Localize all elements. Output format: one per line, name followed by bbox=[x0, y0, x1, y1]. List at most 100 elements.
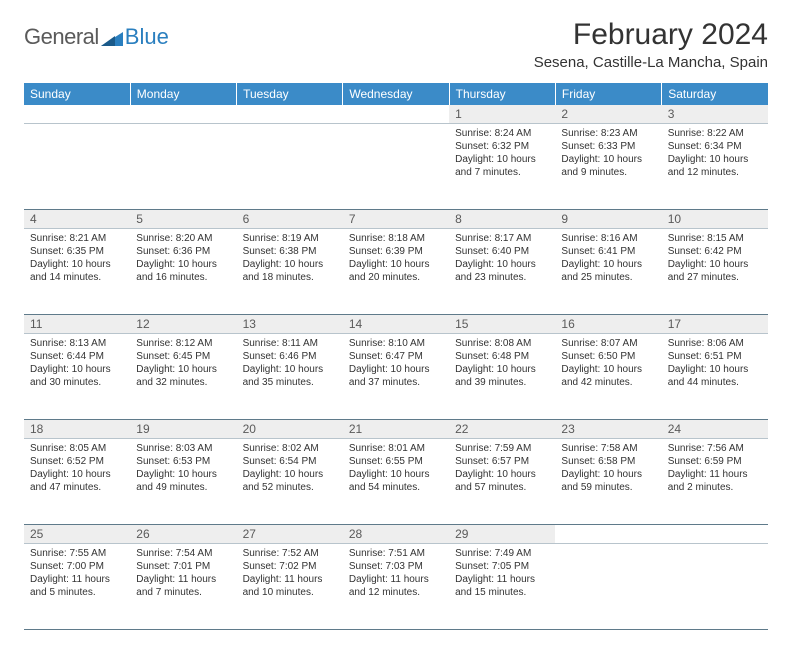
daylight-text: and 47 minutes. bbox=[30, 481, 124, 494]
daylight-text: Daylight: 10 hours bbox=[668, 153, 762, 166]
daylight-text: and 15 minutes. bbox=[455, 586, 549, 599]
daylight-text: Daylight: 11 hours bbox=[243, 573, 337, 586]
sunrise-text: Sunrise: 8:07 AM bbox=[561, 337, 655, 350]
daylight-text: and 35 minutes. bbox=[243, 376, 337, 389]
day-number-cell: 15 bbox=[449, 315, 555, 334]
day-content-cell: Sunrise: 7:54 AMSunset: 7:01 PMDaylight:… bbox=[130, 544, 236, 630]
brand-logo: General Blue bbox=[24, 18, 169, 50]
sunset-text: Sunset: 6:45 PM bbox=[136, 350, 230, 363]
daylight-text: Daylight: 10 hours bbox=[30, 258, 124, 271]
weekday-header: Monday bbox=[130, 83, 236, 105]
day-content-cell bbox=[237, 124, 343, 210]
sunset-text: Sunset: 6:38 PM bbox=[243, 245, 337, 258]
day-number-row: 45678910 bbox=[24, 210, 768, 229]
day-content-cell: Sunrise: 8:03 AMSunset: 6:53 PMDaylight:… bbox=[130, 439, 236, 525]
daylight-text: and 54 minutes. bbox=[349, 481, 443, 494]
logo-text-blue: Blue bbox=[125, 24, 169, 50]
daylight-text: and 32 minutes. bbox=[136, 376, 230, 389]
day-content-row: Sunrise: 7:55 AMSunset: 7:00 PMDaylight:… bbox=[24, 544, 768, 630]
daylight-text: and 7 minutes. bbox=[136, 586, 230, 599]
day-number-cell: 24 bbox=[662, 420, 768, 439]
day-number-cell: 9 bbox=[555, 210, 661, 229]
day-content-cell: Sunrise: 8:08 AMSunset: 6:48 PMDaylight:… bbox=[449, 334, 555, 420]
day-content-row: Sunrise: 8:24 AMSunset: 6:32 PMDaylight:… bbox=[24, 124, 768, 210]
day-content-cell: Sunrise: 8:18 AMSunset: 6:39 PMDaylight:… bbox=[343, 229, 449, 315]
daylight-text: and 23 minutes. bbox=[455, 271, 549, 284]
day-number-cell: 8 bbox=[449, 210, 555, 229]
day-number-row: 2526272829 bbox=[24, 525, 768, 544]
daylight-text: Daylight: 10 hours bbox=[243, 363, 337, 376]
day-number-cell: 26 bbox=[130, 525, 236, 544]
sunset-text: Sunset: 6:53 PM bbox=[136, 455, 230, 468]
weekday-header: Saturday bbox=[662, 83, 768, 105]
sunrise-text: Sunrise: 8:15 AM bbox=[668, 232, 762, 245]
daylight-text: Daylight: 10 hours bbox=[455, 363, 549, 376]
day-content-cell: Sunrise: 8:12 AMSunset: 6:45 PMDaylight:… bbox=[130, 334, 236, 420]
daylight-text: Daylight: 10 hours bbox=[243, 258, 337, 271]
daylight-text: Daylight: 10 hours bbox=[455, 468, 549, 481]
day-content-cell: Sunrise: 8:10 AMSunset: 6:47 PMDaylight:… bbox=[343, 334, 449, 420]
daylight-text: Daylight: 11 hours bbox=[455, 573, 549, 586]
day-number-cell: 28 bbox=[343, 525, 449, 544]
daylight-text: Daylight: 11 hours bbox=[30, 573, 124, 586]
day-number-cell: 25 bbox=[24, 525, 130, 544]
daylight-text: and 14 minutes. bbox=[30, 271, 124, 284]
day-content-cell: Sunrise: 8:06 AMSunset: 6:51 PMDaylight:… bbox=[662, 334, 768, 420]
day-number-cell bbox=[24, 105, 130, 124]
sunrise-text: Sunrise: 8:12 AM bbox=[136, 337, 230, 350]
sunset-text: Sunset: 6:34 PM bbox=[668, 140, 762, 153]
logo-text-general: General bbox=[24, 24, 99, 50]
sunset-text: Sunset: 6:44 PM bbox=[30, 350, 124, 363]
daylight-text: and 7 minutes. bbox=[455, 166, 549, 179]
daylight-text: Daylight: 10 hours bbox=[349, 258, 443, 271]
sunset-text: Sunset: 6:35 PM bbox=[30, 245, 124, 258]
day-content-cell: Sunrise: 7:56 AMSunset: 6:59 PMDaylight:… bbox=[662, 439, 768, 525]
day-number-cell: 13 bbox=[237, 315, 343, 334]
day-content-cell: Sunrise: 8:05 AMSunset: 6:52 PMDaylight:… bbox=[24, 439, 130, 525]
daylight-text: Daylight: 10 hours bbox=[349, 363, 443, 376]
day-number-cell: 22 bbox=[449, 420, 555, 439]
sunset-text: Sunset: 6:59 PM bbox=[668, 455, 762, 468]
daylight-text: and 5 minutes. bbox=[30, 586, 124, 599]
title-block: February 2024 Sesena, Castille-La Mancha… bbox=[534, 18, 768, 71]
day-content-cell bbox=[343, 124, 449, 210]
sunset-text: Sunset: 6:47 PM bbox=[349, 350, 443, 363]
sunrise-text: Sunrise: 8:13 AM bbox=[30, 337, 124, 350]
sunrise-text: Sunrise: 8:17 AM bbox=[455, 232, 549, 245]
sunset-text: Sunset: 7:03 PM bbox=[349, 560, 443, 573]
sunset-text: Sunset: 6:55 PM bbox=[349, 455, 443, 468]
daylight-text: Daylight: 11 hours bbox=[349, 573, 443, 586]
day-number-row: 11121314151617 bbox=[24, 315, 768, 334]
daylight-text: and 18 minutes. bbox=[243, 271, 337, 284]
daylight-text: Daylight: 10 hours bbox=[30, 468, 124, 481]
daylight-text: and 9 minutes. bbox=[561, 166, 655, 179]
sunrise-text: Sunrise: 8:05 AM bbox=[30, 442, 124, 455]
sunset-text: Sunset: 6:50 PM bbox=[561, 350, 655, 363]
weekday-header: Sunday bbox=[24, 83, 130, 105]
day-content-cell: Sunrise: 8:13 AMSunset: 6:44 PMDaylight:… bbox=[24, 334, 130, 420]
day-content-cell bbox=[130, 124, 236, 210]
day-content-row: Sunrise: 8:05 AMSunset: 6:52 PMDaylight:… bbox=[24, 439, 768, 525]
day-number-cell: 11 bbox=[24, 315, 130, 334]
sunset-text: Sunset: 7:00 PM bbox=[30, 560, 124, 573]
day-number-cell bbox=[130, 105, 236, 124]
daylight-text: and 20 minutes. bbox=[349, 271, 443, 284]
daylight-text: and 59 minutes. bbox=[561, 481, 655, 494]
daylight-text: Daylight: 10 hours bbox=[561, 258, 655, 271]
daylight-text: and 25 minutes. bbox=[561, 271, 655, 284]
sunrise-text: Sunrise: 8:22 AM bbox=[668, 127, 762, 140]
day-number-cell: 5 bbox=[130, 210, 236, 229]
sunrise-text: Sunrise: 7:54 AM bbox=[136, 547, 230, 560]
daylight-text: Daylight: 10 hours bbox=[668, 258, 762, 271]
day-content-cell: Sunrise: 7:49 AMSunset: 7:05 PMDaylight:… bbox=[449, 544, 555, 630]
daylight-text: and 52 minutes. bbox=[243, 481, 337, 494]
sunrise-text: Sunrise: 7:51 AM bbox=[349, 547, 443, 560]
day-content-cell: Sunrise: 8:01 AMSunset: 6:55 PMDaylight:… bbox=[343, 439, 449, 525]
day-number-cell bbox=[343, 105, 449, 124]
day-content-cell: Sunrise: 8:11 AMSunset: 6:46 PMDaylight:… bbox=[237, 334, 343, 420]
sunset-text: Sunset: 6:46 PM bbox=[243, 350, 337, 363]
location-subtitle: Sesena, Castille-La Mancha, Spain bbox=[534, 54, 768, 71]
day-number-cell: 19 bbox=[130, 420, 236, 439]
sunrise-text: Sunrise: 8:10 AM bbox=[349, 337, 443, 350]
daylight-text: and 27 minutes. bbox=[668, 271, 762, 284]
